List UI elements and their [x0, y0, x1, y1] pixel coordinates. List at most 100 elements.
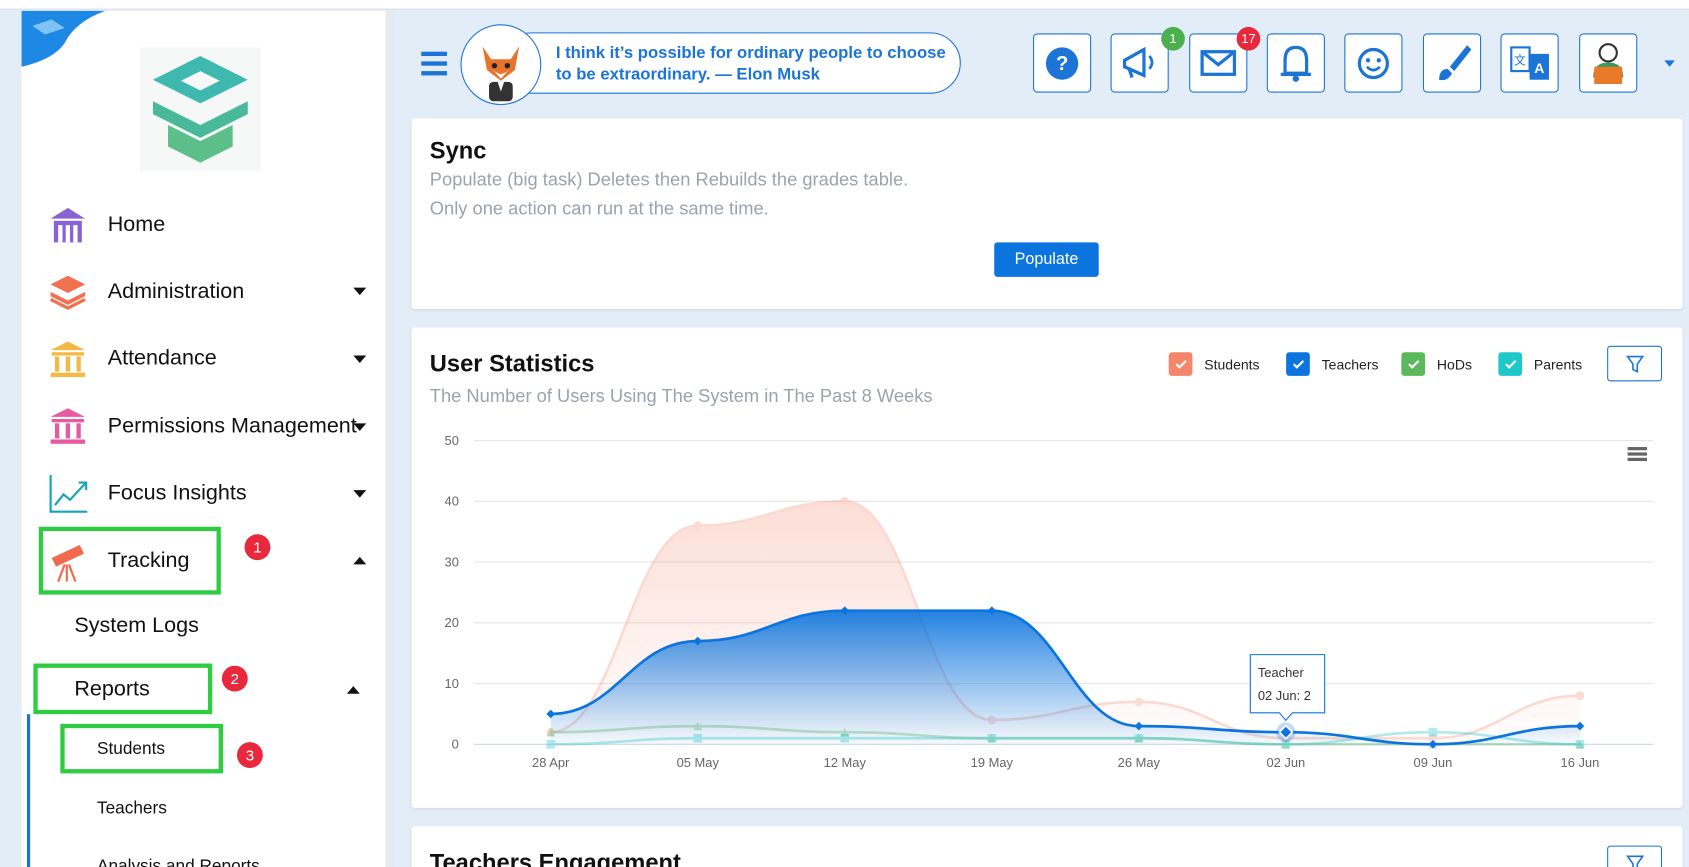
legend-check [1292, 360, 1305, 369]
submenu-item[interactable]: System Logs [74, 613, 199, 638]
step-marker: 3 [236, 742, 263, 769]
step-marker: 2 [221, 665, 248, 692]
highlight-box [60, 723, 223, 774]
help-button[interactable]: ? [1033, 33, 1092, 93]
tooltip: Teacher 02 Jun: 2 [1249, 654, 1326, 722]
expand-caret[interactable] [353, 423, 367, 431]
legend-item[interactable]: Parents [1498, 352, 1582, 376]
sync-card [411, 118, 1683, 310]
tooltip-text: 02 Jun: 2 [1258, 688, 1311, 703]
chart-menu-icon [1627, 447, 1647, 451]
report-item[interactable]: Teachers [96, 799, 167, 818]
legend-check [1175, 360, 1187, 369]
filter-button[interactable] [1607, 345, 1663, 382]
engagement-card [411, 826, 1683, 867]
legend-check [1505, 360, 1517, 369]
collapse-caret[interactable] [346, 686, 360, 694]
permissions-icon [50, 408, 86, 444]
filter-button[interactable] [1607, 845, 1663, 867]
top-border [0, 0, 1689, 10]
menu-item[interactable]: Attendance [107, 346, 217, 371]
collapse-caret[interactable] [353, 556, 367, 565]
x-tick-label: 16 Jun [1561, 755, 1600, 770]
profile-caret[interactable] [1664, 60, 1675, 67]
submenu-item[interactable]: Reports [74, 677, 150, 701]
menu-item[interactable]: Tracking [107, 548, 190, 573]
administration-icon [49, 275, 86, 310]
x-tick-label: 12 May [824, 755, 867, 770]
profile-button[interactable] [1579, 33, 1638, 93]
legend-checkbox [1168, 352, 1193, 376]
highlight-box [33, 663, 213, 715]
expand-caret[interactable] [353, 287, 367, 296]
x-tick-label: 28 Apr [532, 755, 570, 770]
card-title: Teachers Engagement [429, 848, 681, 867]
corner-logo[interactable] [21, 10, 106, 67]
quote: I think it’s possible for ordinary peopl… [556, 43, 946, 86]
point [840, 497, 850, 506]
quote-line: to be extraordinary. — Elon Musk [555, 65, 820, 85]
expand-caret[interactable] [353, 355, 367, 364]
badge: 1 [1161, 26, 1185, 51]
chart-subtitle: The Number of Users Using The System in … [429, 385, 933, 407]
logo[interactable] [140, 47, 261, 172]
tooltip-box [1249, 654, 1326, 722]
menu-item[interactable]: Administration [107, 279, 245, 304]
legend-label: HoDs [1437, 356, 1472, 372]
legend-item[interactable]: Teachers [1286, 352, 1379, 376]
announcements-button[interactable] [1110, 33, 1169, 93]
point [1428, 727, 1438, 737]
point [1428, 733, 1438, 743]
y-tick-label: 20 [445, 615, 459, 630]
menu-item[interactable]: Focus Insights [107, 480, 247, 505]
legend-checkbox [1286, 352, 1310, 376]
menu-item[interactable]: Home [107, 212, 166, 237]
legend-item[interactable]: HoDs [1401, 352, 1472, 376]
active-rail [26, 714, 31, 867]
y-tick-label: 0 [452, 737, 459, 752]
badge: 17 [1236, 26, 1261, 51]
feedback-button[interactable] [1344, 33, 1403, 93]
point [1575, 740, 1585, 749]
hamburger[interactable] [421, 50, 449, 78]
legend-item[interactable]: Students [1168, 352, 1260, 376]
home-icon [50, 207, 86, 243]
expand-caret[interactable] [353, 490, 367, 498]
point [546, 740, 556, 749]
chart-menu-icon [1627, 452, 1647, 456]
legend-checkbox [1401, 352, 1426, 376]
theme-button[interactable] [1422, 33, 1482, 93]
mascot-avatar [460, 24, 542, 106]
attendance-icon [50, 341, 86, 378]
y-tick-label: 40 [445, 494, 459, 509]
point [693, 636, 703, 646]
point [693, 521, 703, 530]
card-text: Only one action can run at the same time… [429, 198, 769, 219]
x-tick-label: 19 May [971, 755, 1014, 770]
svg-text:A: A [1534, 60, 1544, 76]
svg-text:?: ? [1056, 52, 1069, 75]
step-marker: 1 [244, 534, 271, 561]
highlight-box [38, 526, 221, 595]
point [987, 606, 997, 615]
menu-item[interactable]: Permissions Management [107, 414, 357, 438]
scrollbar[interactable] [385, 10, 395, 867]
x-tick-label: 26 May [1118, 755, 1161, 770]
area [550, 610, 1580, 745]
tooltip-title: Teacher [1258, 665, 1305, 680]
x-tick-label: 02 Jun [1266, 755, 1305, 770]
x-tick-label: 09 Jun [1414, 755, 1453, 770]
point [1134, 697, 1144, 707]
report-item[interactable]: Students [96, 740, 165, 759]
point [1575, 691, 1585, 701]
quote-pill [500, 32, 961, 94]
card-text: Populate (big task) Deletes then Rebuild… [429, 169, 909, 190]
point [546, 709, 556, 719]
notifications-button[interactable] [1266, 33, 1325, 93]
y-tick-label: 50 [445, 433, 459, 448]
legend-label: Students [1204, 356, 1259, 372]
report-item[interactable]: Analysis and Reports [96, 857, 260, 867]
populate-button[interactable]: Populate [994, 242, 1099, 277]
